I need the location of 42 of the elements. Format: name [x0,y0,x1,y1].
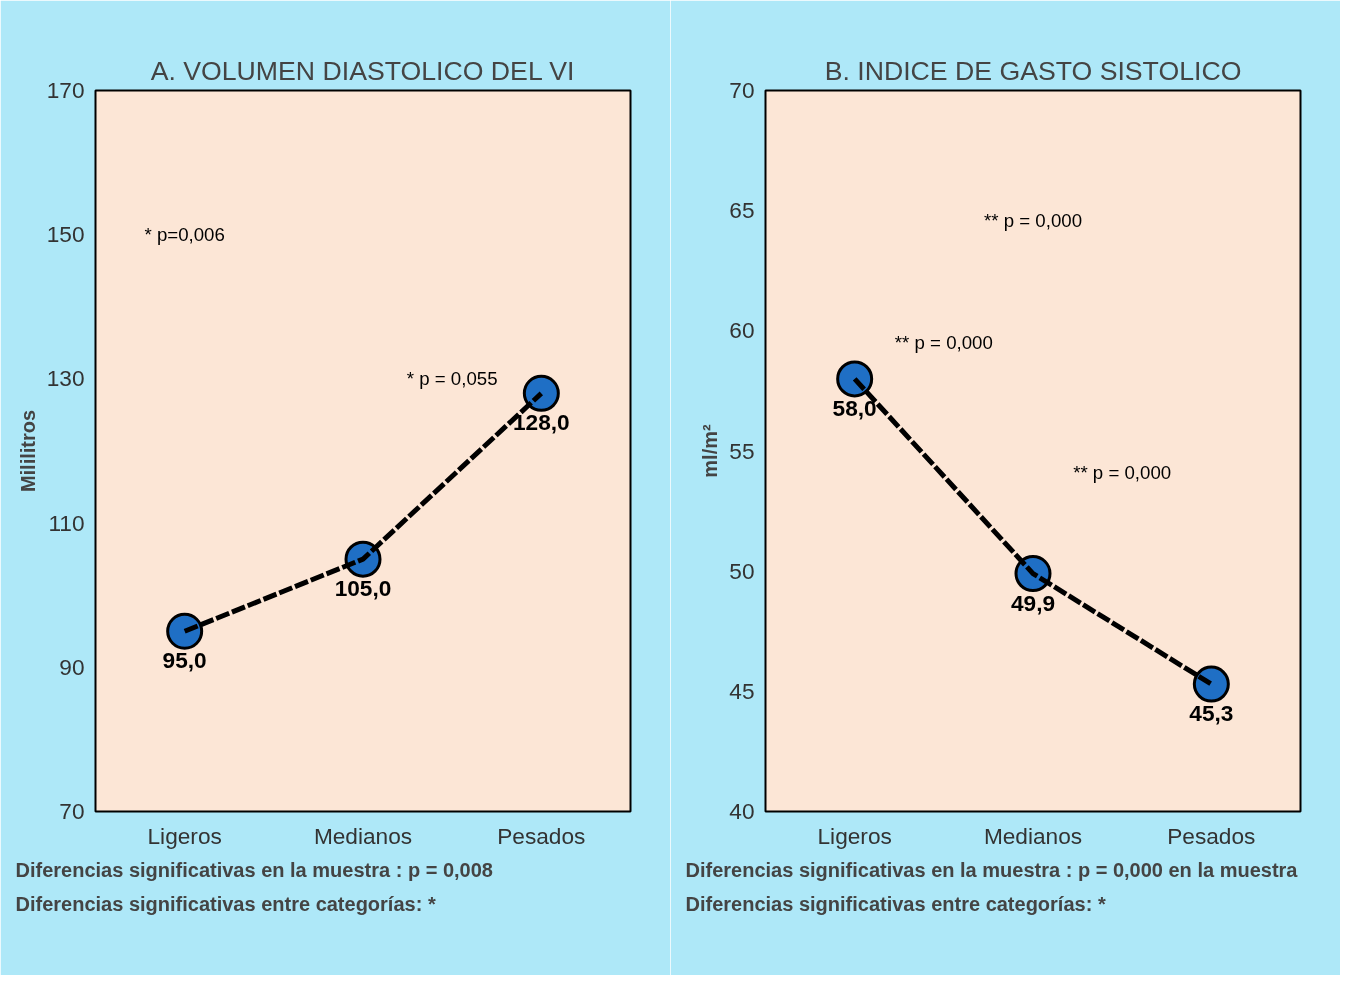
y-tick-label: 60 [729,317,755,344]
data-label: 95,0 [162,647,207,674]
data-label: 45,3 [1189,700,1234,727]
text: Diferencias significativas entre categorías: * [15,892,436,915]
y-tick-label: 170 [46,77,85,103]
x-tick-label: Medianos [983,822,1083,849]
point [522,374,560,412]
annotation: * p = 0,055 [406,368,498,390]
point [166,612,204,650]
y-tick-label: 150 [46,221,85,248]
x-tick-label: Ligeros [817,822,892,849]
y-axis-title: Mililitros [16,409,39,493]
y-tick-label: 130 [46,365,85,392]
y-tick-label: 45 [729,677,755,704]
y-tick-label: 90 [59,653,85,680]
chart-title: B. INDICE DE GASTO SISTOLICO [824,55,1242,86]
x-tick-label: Pesados [1167,822,1256,849]
data-label: 128,0 [512,409,570,436]
annotation: * p=0,006 [144,224,225,246]
y-axis-title: ml/m² [699,423,722,478]
y-tick-label: 55 [729,437,755,464]
x-tick-label: Pesados [497,822,586,849]
x-tick-label: Medianos [313,822,413,849]
annotation: ** p = 0,000 [1073,462,1172,484]
data-label: 105,0 [334,575,392,602]
y-tick-label: 70 [729,77,755,103]
chart-title: A. VOLUMEN DIASTOLICO DEL VI [150,55,575,86]
annotation: ** p = 0,000 [894,332,993,354]
annotation: ** p = 0,000 [983,209,1083,231]
data-label: 49,9 [1010,589,1056,616]
x-tick-label: Ligeros [147,822,222,849]
y-tick-label: 50 [729,557,755,584]
y-tick-label: 40 [729,798,755,824]
point [836,360,874,398]
text: Diferencias significativas entre categorías: * [685,892,1106,915]
point [1192,665,1230,703]
y-tick-label: 65 [729,197,755,224]
data-label: 58,0 [832,394,877,421]
y-tick-label: 110 [48,509,85,536]
y-tick-label: 70 [59,798,85,824]
text: Diferencias significativas en la muestra : p = 0,008 [15,858,493,881]
text: Diferencias significativas en la muestra : p = 0,000 en la muestra [685,858,1299,881]
